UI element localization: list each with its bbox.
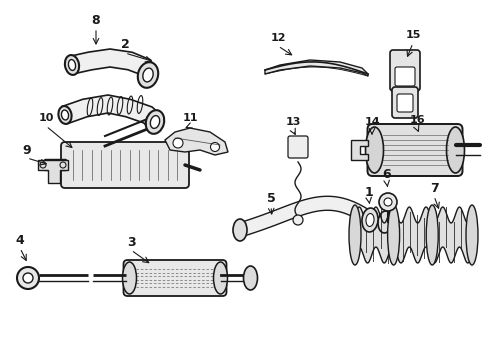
Ellipse shape [58, 106, 72, 124]
FancyBboxPatch shape [61, 142, 189, 188]
Polygon shape [355, 207, 472, 263]
Circle shape [211, 143, 220, 152]
FancyBboxPatch shape [123, 260, 226, 296]
Text: 15: 15 [405, 30, 421, 40]
Ellipse shape [143, 68, 153, 82]
Ellipse shape [466, 205, 478, 265]
Circle shape [379, 193, 397, 211]
Ellipse shape [446, 127, 465, 173]
Ellipse shape [388, 205, 400, 265]
Circle shape [17, 267, 39, 289]
Ellipse shape [69, 59, 75, 71]
Polygon shape [38, 160, 68, 183]
Ellipse shape [150, 116, 160, 129]
Text: 9: 9 [23, 144, 31, 157]
Text: 10: 10 [38, 113, 54, 123]
FancyBboxPatch shape [395, 67, 415, 86]
Ellipse shape [61, 110, 69, 120]
FancyBboxPatch shape [397, 94, 413, 112]
Ellipse shape [122, 262, 137, 294]
Ellipse shape [65, 55, 79, 75]
Circle shape [173, 138, 183, 148]
Ellipse shape [426, 205, 438, 265]
Text: 12: 12 [270, 33, 286, 43]
Ellipse shape [378, 211, 392, 233]
FancyBboxPatch shape [288, 136, 308, 158]
Text: 5: 5 [267, 192, 275, 204]
Text: 14: 14 [364, 117, 380, 127]
Ellipse shape [362, 208, 378, 232]
Circle shape [293, 215, 303, 225]
Ellipse shape [366, 213, 374, 226]
Polygon shape [238, 196, 389, 237]
FancyBboxPatch shape [392, 87, 418, 118]
Ellipse shape [244, 266, 258, 290]
Circle shape [384, 198, 392, 206]
Text: 16: 16 [409, 115, 425, 125]
Ellipse shape [233, 219, 247, 241]
Polygon shape [165, 128, 228, 155]
FancyBboxPatch shape [368, 124, 463, 176]
Text: 7: 7 [430, 181, 439, 194]
Polygon shape [70, 49, 156, 78]
Circle shape [23, 273, 33, 283]
Ellipse shape [214, 262, 227, 294]
Text: 1: 1 [365, 185, 373, 198]
Ellipse shape [138, 62, 158, 88]
Text: 2: 2 [121, 39, 129, 51]
FancyBboxPatch shape [390, 50, 420, 91]
Ellipse shape [349, 205, 361, 265]
Polygon shape [62, 95, 161, 129]
Text: 13: 13 [285, 117, 301, 127]
Text: 4: 4 [16, 234, 24, 247]
Text: 11: 11 [182, 113, 198, 123]
Ellipse shape [366, 127, 384, 173]
Polygon shape [350, 140, 368, 160]
Text: 3: 3 [127, 235, 135, 248]
Ellipse shape [146, 110, 164, 134]
Text: 8: 8 [92, 13, 100, 27]
Text: 6: 6 [383, 168, 392, 181]
Polygon shape [265, 60, 368, 76]
